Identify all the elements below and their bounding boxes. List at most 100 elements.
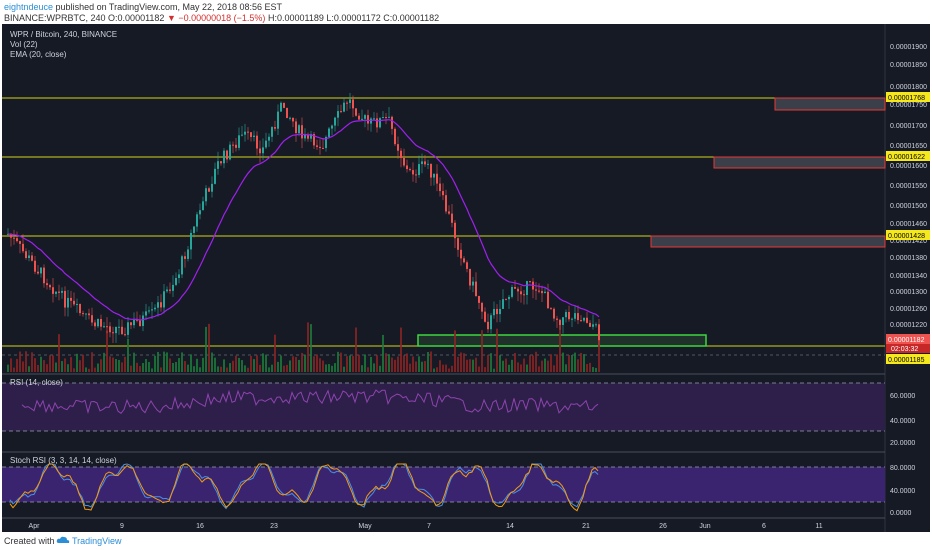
candle-body <box>442 191 444 196</box>
time-axis-label: Jun <box>699 523 710 530</box>
candle-body <box>304 134 306 139</box>
volume-bar <box>226 367 228 372</box>
volume-bar <box>262 353 264 372</box>
volume-bar <box>289 360 291 372</box>
volume-bar <box>256 355 258 372</box>
chart-area[interactable]: 0.00001900 0.00001850 0.00001800 0.00001750… <box>2 24 930 532</box>
resistance-zone-1[interactable] <box>774 97 886 111</box>
volume-bar <box>448 368 450 372</box>
volume-bar <box>52 355 54 372</box>
volume-bar <box>118 359 120 372</box>
volume-bar <box>556 354 558 372</box>
time-axis-label: 11 <box>815 523 822 530</box>
publish-info: eightndeuce published on TradingView.com… <box>4 2 282 12</box>
candle-body <box>427 163 429 165</box>
candle-body <box>598 324 600 341</box>
volume-bar <box>196 358 198 372</box>
volume-bar <box>526 364 528 372</box>
candle-body <box>568 312 570 320</box>
rsi-legend[interactable]: RSI (14, close) <box>10 378 63 387</box>
candle-body <box>148 310 150 312</box>
candle-body <box>151 309 153 311</box>
candle-body <box>553 308 555 319</box>
support-zone[interactable] <box>417 334 707 347</box>
candle-body <box>511 286 513 297</box>
candle-body <box>562 317 564 325</box>
candle-body <box>136 319 138 321</box>
volume-bar <box>202 357 204 372</box>
volume-bar <box>85 367 87 372</box>
volume-bar <box>373 363 375 372</box>
volume-bar <box>475 357 477 372</box>
volume-bar <box>364 354 366 372</box>
volume-bar <box>112 357 114 372</box>
volume-bar <box>349 355 351 372</box>
candle-body <box>316 145 318 147</box>
chart-legend-vol[interactable]: Vol (22) <box>10 40 38 49</box>
volume-bar <box>13 367 15 372</box>
candle-body <box>142 315 144 327</box>
candle-body <box>400 150 402 158</box>
author-link[interactable]: eightndeuce <box>4 2 54 12</box>
volume-bar <box>583 354 585 372</box>
volume-bar <box>292 356 294 372</box>
volume-bar <box>43 360 45 372</box>
candle-body <box>520 291 522 295</box>
candle-body <box>526 281 528 295</box>
volume-bar <box>394 359 396 372</box>
volume-bar <box>433 368 435 372</box>
candle-body <box>217 161 219 169</box>
volume-bar <box>163 351 165 372</box>
volume-bar <box>274 334 276 372</box>
candle-body <box>262 147 264 154</box>
chart-legend-ema[interactable]: EMA (20, close) <box>10 50 67 59</box>
volume-bar <box>589 362 591 372</box>
volume-bar <box>403 355 405 372</box>
volume-bar <box>166 352 168 372</box>
volume-bar <box>472 359 474 372</box>
candle-body <box>79 303 81 314</box>
price-axis-label: 0.00001700 <box>890 123 927 130</box>
volume-bar <box>466 359 468 372</box>
candle-body <box>472 281 474 286</box>
price-axis-label: 0.00001800 <box>890 84 927 91</box>
candle-body <box>499 308 501 315</box>
volume-bar <box>397 356 399 372</box>
candle-body <box>139 320 141 327</box>
volume-bar <box>37 364 39 372</box>
candle-body <box>493 308 495 316</box>
volume-bar <box>328 364 330 372</box>
resistance-zone-3[interactable] <box>650 235 886 248</box>
volume-bar <box>91 352 93 372</box>
volume-bar <box>55 362 57 372</box>
volume-bar <box>391 357 393 372</box>
volume-bar <box>223 359 225 372</box>
volume-bar <box>238 357 240 372</box>
volume-bar <box>88 368 90 372</box>
candle-body <box>550 308 552 310</box>
candle-body <box>481 302 483 312</box>
chart-canvas[interactable]: 0.00001900 0.00001850 0.00001800 0.00001750… <box>2 24 930 532</box>
resistance-zone-2[interactable] <box>713 156 886 169</box>
volume-bar <box>61 361 63 372</box>
price-tag-r1-text: 0.00001768 <box>888 95 925 102</box>
tradingview-brand-link[interactable]: TradingView <box>72 536 122 546</box>
volume-bar <box>559 322 561 372</box>
candle-body <box>229 144 231 160</box>
volume-bar <box>457 356 459 372</box>
stoch-d-line <box>9 463 599 512</box>
volume-bar <box>313 356 315 372</box>
candle-body <box>31 255 33 261</box>
time-axis-label: Apr <box>29 523 41 530</box>
stoch-legend[interactable]: Stoch RSI (3, 3, 14, 14, close) <box>10 456 117 465</box>
volume-bar <box>115 359 117 372</box>
volume-bar <box>97 363 99 372</box>
price-tag-r3-text: 0.00001428 <box>888 233 925 240</box>
volume-bar <box>337 351 339 372</box>
time-axis-label: 7 <box>427 523 431 530</box>
volume-bar <box>109 356 111 372</box>
chart-legend-title[interactable]: WPR / Bitcoin, 240, BINANCE <box>10 30 118 39</box>
bar-timer-tag <box>886 344 930 353</box>
candle-body <box>571 318 573 320</box>
candle-body <box>589 322 591 327</box>
